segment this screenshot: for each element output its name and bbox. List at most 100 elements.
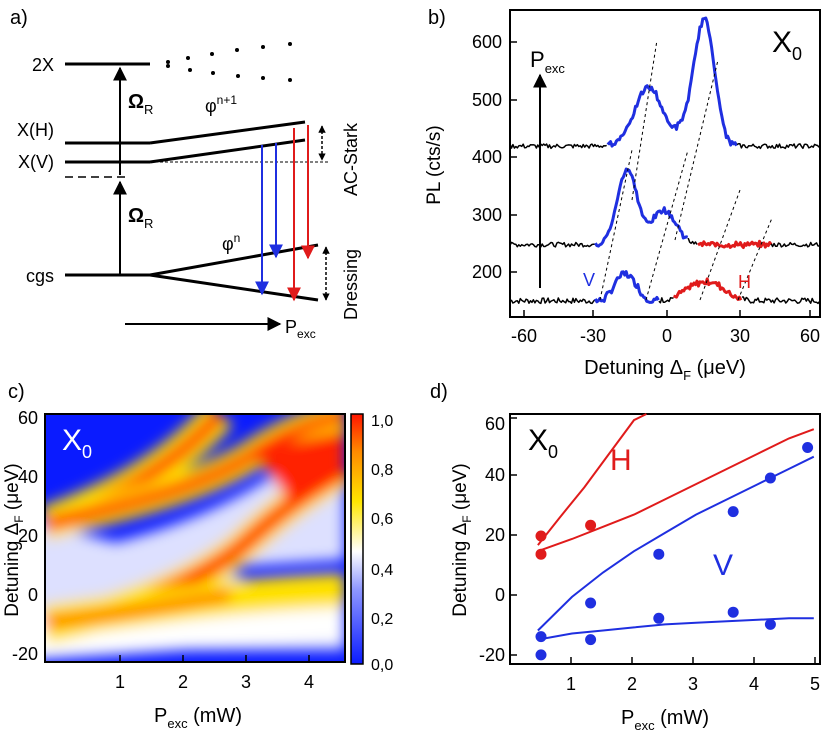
- ac-stark-label: AC-Stark: [341, 122, 361, 196]
- b-ytick-label: 600: [472, 32, 502, 52]
- phi-lower-label: φn: [222, 231, 240, 254]
- c-yticks: -20 0 20 40 60: [12, 408, 38, 664]
- cbar-tick-label: 0,6: [371, 511, 393, 528]
- data-point-v: [653, 548, 665, 560]
- b-xtick-label: 0: [662, 326, 672, 346]
- c-ytick-label: 40: [18, 467, 38, 487]
- dressing-label: Dressing: [341, 249, 361, 320]
- c-xtick-label: 2: [178, 672, 188, 692]
- plot-c-frame: [44, 413, 346, 663]
- cbar-tick-label: 0,8: [371, 462, 393, 479]
- data-point-v: [653, 612, 665, 624]
- phi-upper-label: φn+1: [205, 93, 237, 116]
- data-point-v: [764, 618, 776, 630]
- cbar-tick-label: 0,0: [371, 657, 393, 674]
- d-xtick-label: 5: [810, 674, 820, 694]
- d-xtick-label: 1: [566, 674, 576, 694]
- b-ylabel: PL (cts/s): [424, 125, 445, 205]
- d-ytick-label: 40: [485, 465, 505, 485]
- colorbar-ticks: 0,0 0,2 0,4 0,6 0,8 1,0: [371, 413, 393, 674]
- data-point-v: [764, 472, 776, 484]
- b-ytick-label: 400: [472, 147, 502, 167]
- panel-d-label: d): [430, 381, 448, 403]
- data-point-v: [535, 631, 547, 643]
- c-xtick-label: 1: [115, 672, 125, 692]
- v-label-b: V: [583, 270, 595, 290]
- pl-trace-2-segment-0: [509, 143, 607, 150]
- h-label-d: H: [610, 444, 632, 477]
- b-xlabel: Detuning ΔF (μeV): [584, 357, 746, 383]
- pl-trace-1-segment-4: [770, 241, 820, 248]
- pexc-label-b: Pexc: [530, 47, 565, 76]
- omega-lower-label: ΩR: [128, 205, 153, 231]
- c-xtick-label: 4: [304, 672, 314, 692]
- d-xticks: 1 2 3 4 5: [566, 657, 820, 694]
- fit-curve-v-lower: [537, 617, 814, 641]
- panel-a-label: a): [10, 7, 28, 29]
- h-label-b: H: [738, 272, 751, 292]
- cgs-dressed-lower: [149, 273, 319, 302]
- panel-c: c) X0 0,0 0,2 0,4: [2, 381, 393, 731]
- c-xlabel: Pexc (mW): [154, 705, 242, 731]
- panel-b-label: b): [428, 7, 446, 29]
- c-xtick-label: 3: [241, 672, 251, 692]
- colorbar: [350, 413, 364, 665]
- pl-trace-0-segment-1: [594, 270, 660, 304]
- xh-dressed: [149, 120, 306, 145]
- d-ytick-label: -20: [479, 645, 505, 665]
- d-xlabel: Pexc (mW): [621, 707, 709, 733]
- data-point-v: [535, 649, 547, 661]
- d-xtick-label: 3: [688, 674, 698, 694]
- b-xtick-label: 30: [730, 326, 750, 346]
- data-point-h: [535, 548, 547, 560]
- level-cgs-label: cgs: [26, 266, 54, 286]
- d-ylabel: Detuning ΔF (μeV): [450, 463, 474, 617]
- data-point-h: [535, 530, 547, 542]
- c-xticks: 1 2 3 4: [115, 655, 314, 692]
- data-point-v: [727, 606, 739, 618]
- d-xtick-label: 4: [749, 674, 759, 694]
- b-xtick-label: 60: [800, 326, 820, 346]
- level-xh-label: X(H): [17, 120, 54, 140]
- cbar-tick-label: 0,4: [371, 562, 393, 579]
- pl-trace-0-segment-3: [673, 277, 743, 301]
- v-label-d: V: [713, 549, 733, 582]
- plot-b-frame: [509, 9, 821, 318]
- b-ytick-label: 300: [472, 205, 502, 225]
- pl-trace-0-segment-2: [658, 296, 674, 304]
- panel-b: b) Pexc X0 V H -60 -30 0 30 60: [424, 7, 821, 383]
- pl-trace-2-segment-2: [736, 143, 820, 150]
- pl-trace-1-segment-3: [697, 239, 773, 249]
- 2x-dressed-dots: [166, 42, 292, 82]
- guide-lines: [599, 39, 773, 301]
- pl-trace-0-segment-0: [509, 297, 596, 305]
- cgs-dressed-upper: [149, 243, 319, 277]
- d-yticks: -20 0 20 40 60: [479, 414, 517, 665]
- b-xticks: -60 -30 0 30 60: [511, 310, 820, 346]
- pl-trace-2-segment-1: [606, 16, 738, 148]
- omega-upper-label: ΩR: [128, 91, 153, 117]
- fit-curve-h-lower: [537, 428, 815, 553]
- c-ylabel: Detuning ΔF (μeV): [2, 463, 26, 617]
- panel-a: a) 2X X(H) X(V) cgs ΩR ΩR φn+1 φn: [10, 7, 361, 341]
- c-ytick-label: 0: [28, 585, 38, 605]
- d-ytick-label: 20: [485, 525, 505, 545]
- b-xtick-label: -30: [580, 326, 606, 346]
- data-point-h: [585, 519, 597, 531]
- c-ytick-label: 60: [18, 408, 38, 428]
- pexc-label: Pexc: [285, 317, 316, 341]
- plot-d-frame: [509, 413, 821, 665]
- pl-trace-1-segment-0: [509, 241, 595, 248]
- cbar-tick-label: 1,0: [371, 413, 393, 430]
- b-xtick-label: -60: [511, 326, 537, 346]
- panel-c-label: c): [8, 381, 25, 403]
- d-xtick-label: 2: [627, 674, 637, 694]
- data-points: [535, 442, 814, 661]
- heatmap: [45, 414, 345, 662]
- d-ytick-label: 0: [495, 585, 505, 605]
- b-ytick-label: 200: [472, 262, 502, 282]
- xv-dressed: [149, 138, 306, 164]
- x0-tag-c: X0: [62, 424, 92, 462]
- c-ytick-label: 20: [18, 526, 38, 546]
